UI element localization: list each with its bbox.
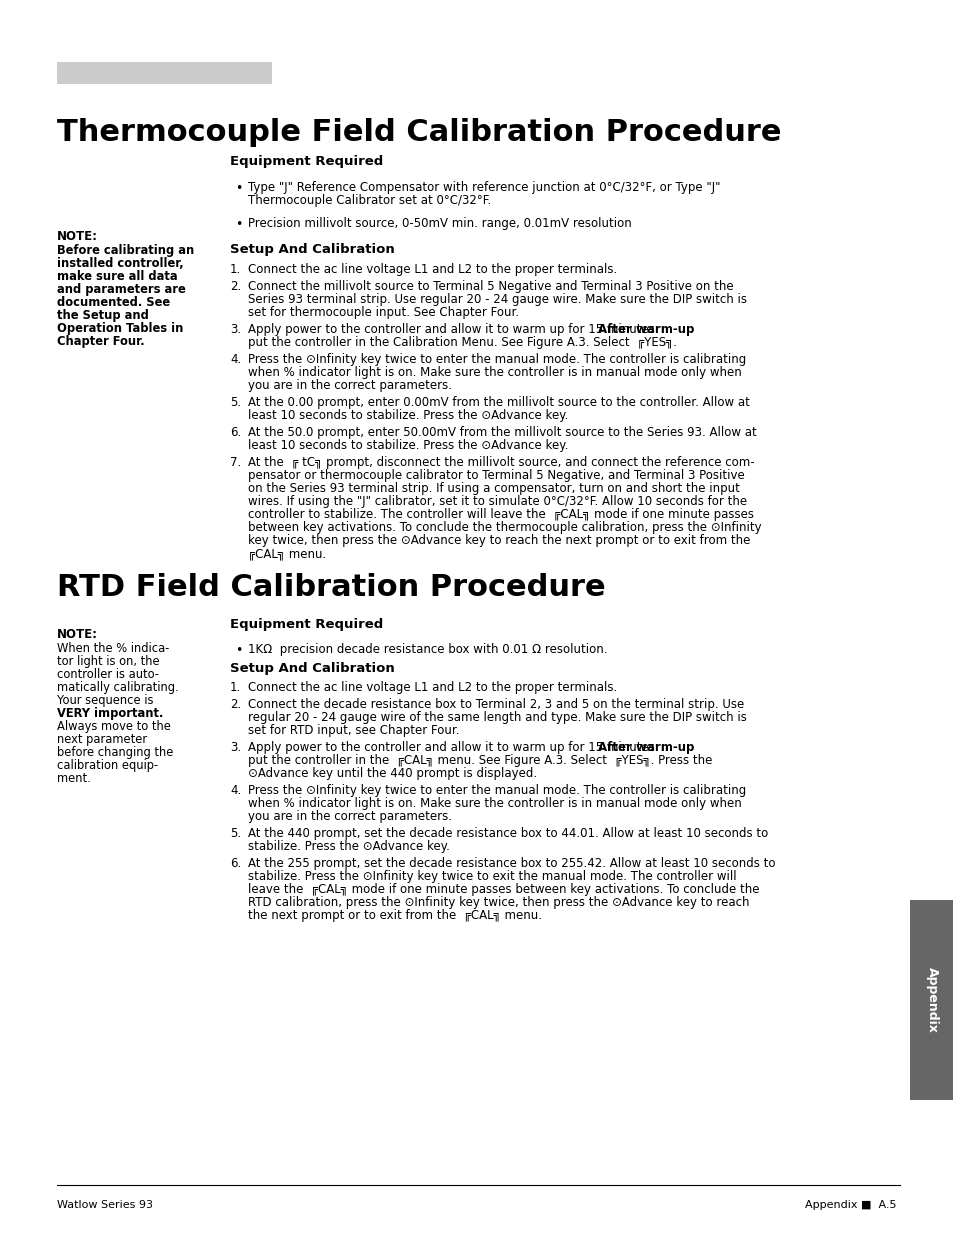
Text: •: • [234, 643, 242, 657]
Text: 1.: 1. [230, 680, 241, 694]
Text: next parameter: next parameter [57, 734, 147, 746]
Text: 4.: 4. [230, 353, 241, 366]
Text: At the 50.0 prompt, enter 50.00mV from the millivolt source to the Series 93. Al: At the 50.0 prompt, enter 50.00mV from t… [248, 426, 756, 438]
Text: stabilize. Press the ⊙Infinity key twice to exit the manual mode. The controller: stabilize. Press the ⊙Infinity key twice… [248, 869, 736, 883]
Text: Thermocouple Field Calibration Procedure: Thermocouple Field Calibration Procedure [57, 119, 781, 147]
Text: the Setup and: the Setup and [57, 309, 149, 322]
Text: Equipment Required: Equipment Required [230, 618, 383, 631]
Text: Always move to the: Always move to the [57, 720, 171, 734]
Text: Precision millivolt source, 0-50mV min. range, 0.01mV resolution: Precision millivolt source, 0-50mV min. … [248, 217, 631, 230]
Text: 3.: 3. [230, 741, 241, 755]
Text: •: • [234, 182, 242, 195]
Text: Connect the decade resistance box to Terminal 2, 3 and 5 on the terminal strip. : Connect the decade resistance box to Ter… [248, 698, 743, 711]
Text: RTD Field Calibration Procedure: RTD Field Calibration Procedure [57, 573, 605, 601]
Text: At the 0.00 prompt, enter 0.00mV from the millivolt source to the controller. Al: At the 0.00 prompt, enter 0.00mV from th… [248, 396, 749, 409]
Text: Press the ⊙Infinity key twice to enter the manual mode. The controller is calibr: Press the ⊙Infinity key twice to enter t… [248, 784, 745, 797]
Text: At the 255 prompt, set the decade resistance box to 255.42. Allow at least 10 se: At the 255 prompt, set the decade resist… [248, 857, 775, 869]
Text: Connect the millivolt source to Terminal 5 Negative and Terminal 3 Positive on t: Connect the millivolt source to Terminal… [248, 280, 733, 293]
Text: 2.: 2. [230, 280, 241, 293]
Text: NOTE:: NOTE: [57, 629, 98, 641]
Text: documented. See: documented. See [57, 296, 170, 309]
Text: 1KΩ  precision decade resistance box with 0.01 Ω resolution.: 1KΩ precision decade resistance box with… [248, 643, 607, 656]
Text: key twice, then press the ⊙Advance key to reach the next prompt or to exit from : key twice, then press the ⊙Advance key t… [248, 534, 750, 547]
Text: make sure all data: make sure all data [57, 270, 177, 283]
Text: you are in the correct parameters.: you are in the correct parameters. [248, 810, 452, 823]
Text: 6.: 6. [230, 857, 241, 869]
Text: Press the ⊙Infinity key twice to enter the manual mode. The controller is calibr: Press the ⊙Infinity key twice to enter t… [248, 353, 745, 366]
Text: Chapter Four.: Chapter Four. [57, 335, 145, 348]
Text: Equipment Required: Equipment Required [230, 156, 383, 168]
Text: After warm-up: After warm-up [598, 741, 694, 755]
Text: when % indicator light is on. Make sure the controller is in manual mode only wh: when % indicator light is on. Make sure … [248, 366, 741, 379]
Text: calibration equip-: calibration equip- [57, 760, 158, 772]
Text: VERY important.: VERY important. [57, 706, 163, 720]
Text: 5.: 5. [230, 396, 241, 409]
Text: Watlow Series 93: Watlow Series 93 [57, 1200, 152, 1210]
Bar [57, 62, 272, 84]
Text: set for thermocouple input. See Chapter Four.: set for thermocouple input. See Chapter … [248, 306, 518, 319]
Text: put the controller in the Calibration Menu. See Figure A.3. Select  ╔YES╗.: put the controller in the Calibration Me… [248, 336, 677, 350]
Text: pensator or thermocouple calibrator to Terminal 5 Negative, and Terminal 3 Posit: pensator or thermocouple calibrator to T… [248, 469, 744, 482]
Text: installed controller,: installed controller, [57, 257, 183, 270]
Text: 4.: 4. [230, 784, 241, 797]
Text: tor light is on, the: tor light is on, the [57, 655, 159, 668]
Text: you are in the correct parameters.: you are in the correct parameters. [248, 379, 452, 391]
Text: before changing the: before changing the [57, 746, 173, 760]
Text: when % indicator light is on. Make sure the controller is in manual mode only wh: when % indicator light is on. Make sure … [248, 797, 741, 810]
Text: on the Series 93 terminal strip. If using a compensator, turn on and short the i: on the Series 93 terminal strip. If usin… [248, 482, 740, 495]
Text: 2.: 2. [230, 698, 241, 711]
Text: 1.: 1. [230, 263, 241, 275]
Text: Setup And Calibration: Setup And Calibration [230, 662, 395, 676]
Text: 7.: 7. [230, 456, 241, 469]
Text: 5.: 5. [230, 827, 241, 840]
Text: put the controller in the  ╔CAL╗ menu. See Figure A.3. Select  ╔YES╗. Press the: put the controller in the ╔CAL╗ menu. Se… [248, 755, 712, 767]
Text: Connect the ac line voltage L1 and L2 to the proper terminals.: Connect the ac line voltage L1 and L2 to… [248, 680, 617, 694]
Text: ment.: ment. [57, 772, 91, 785]
Text: Connect the ac line voltage L1 and L2 to the proper terminals.: Connect the ac line voltage L1 and L2 to… [248, 263, 617, 275]
Text: 6.: 6. [230, 426, 241, 438]
Text: NOTE:: NOTE: [57, 230, 98, 243]
Text: Operation Tables in: Operation Tables in [57, 322, 183, 335]
Text: the next prompt or to exit from the  ╔CAL╗ menu.: the next prompt or to exit from the ╔CAL… [248, 909, 541, 923]
Text: Type "J" Reference Compensator with reference junction at 0°C/32°F, or Type "J": Type "J" Reference Compensator with refe… [248, 182, 720, 194]
Text: controller to stabilize. The controller will leave the  ╔CAL╗ mode if one minute: controller to stabilize. The controller … [248, 508, 753, 521]
Text: At the 440 prompt, set the decade resistance box to 44.01. Allow at least 10 sec: At the 440 prompt, set the decade resist… [248, 827, 767, 840]
Text: Appendix ■  A.5: Appendix ■ A.5 [804, 1200, 896, 1210]
Text: and parameters are: and parameters are [57, 283, 186, 296]
Text: At the  ╔ tC╗ prompt, disconnect the millivolt source, and connect the reference: At the ╔ tC╗ prompt, disconnect the mill… [248, 456, 754, 469]
Text: Series 93 terminal strip. Use regular 20 - 24 gauge wire. Make sure the DIP swit: Series 93 terminal strip. Use regular 20… [248, 293, 746, 306]
Text: wires. If using the "J" calibrator, set it to simulate 0°C/32°F. Allow 10 second: wires. If using the "J" calibrator, set … [248, 495, 746, 508]
Text: •: • [234, 219, 242, 231]
Text: set for RTD input, see Chapter Four.: set for RTD input, see Chapter Four. [248, 724, 459, 737]
Text: Apply power to the controller and allow it to warm up for 15 minutes.: Apply power to the controller and allow … [248, 741, 661, 755]
Text: ⊙Advance key until the 440 prompt is displayed.: ⊙Advance key until the 440 prompt is dis… [248, 767, 537, 781]
Text: stabilize. Press the ⊙Advance key.: stabilize. Press the ⊙Advance key. [248, 840, 450, 853]
Text: least 10 seconds to stabilize. Press the ⊙Advance key.: least 10 seconds to stabilize. Press the… [248, 409, 568, 422]
Bar [909, 900, 953, 1100]
Text: Thermocouple Calibrator set at 0°C/32°F.: Thermocouple Calibrator set at 0°C/32°F. [248, 194, 491, 207]
Text: Before calibrating an: Before calibrating an [57, 245, 194, 257]
Text: Your sequence is: Your sequence is [57, 694, 153, 706]
Text: When the % indica-: When the % indica- [57, 642, 170, 655]
Text: 3.: 3. [230, 324, 241, 336]
Text: RTD calibration, press the ⊙Infinity key twice, then press the ⊙Advance key to r: RTD calibration, press the ⊙Infinity key… [248, 897, 749, 909]
Text: between key activations. To conclude the thermocouple calibration, press the ⊙In: between key activations. To conclude the… [248, 521, 760, 534]
Text: ╔CAL╗ menu.: ╔CAL╗ menu. [248, 547, 326, 559]
Text: controller is auto-: controller is auto- [57, 668, 159, 680]
Text: Apply power to the controller and allow it to warm up for 15 minutes.: Apply power to the controller and allow … [248, 324, 661, 336]
Text: After warm-up: After warm-up [598, 324, 694, 336]
Text: leave the  ╔CAL╗ mode if one minute passes between key activations. To conclude : leave the ╔CAL╗ mode if one minute passe… [248, 883, 759, 897]
Text: Setup And Calibration: Setup And Calibration [230, 243, 395, 256]
Text: regular 20 - 24 gauge wire of the same length and type. Make sure the DIP switch: regular 20 - 24 gauge wire of the same l… [248, 711, 746, 724]
Text: least 10 seconds to stabilize. Press the ⊙Advance key.: least 10 seconds to stabilize. Press the… [248, 438, 568, 452]
Text: matically calibrating.: matically calibrating. [57, 680, 178, 694]
Text: Appendix: Appendix [924, 967, 938, 1032]
